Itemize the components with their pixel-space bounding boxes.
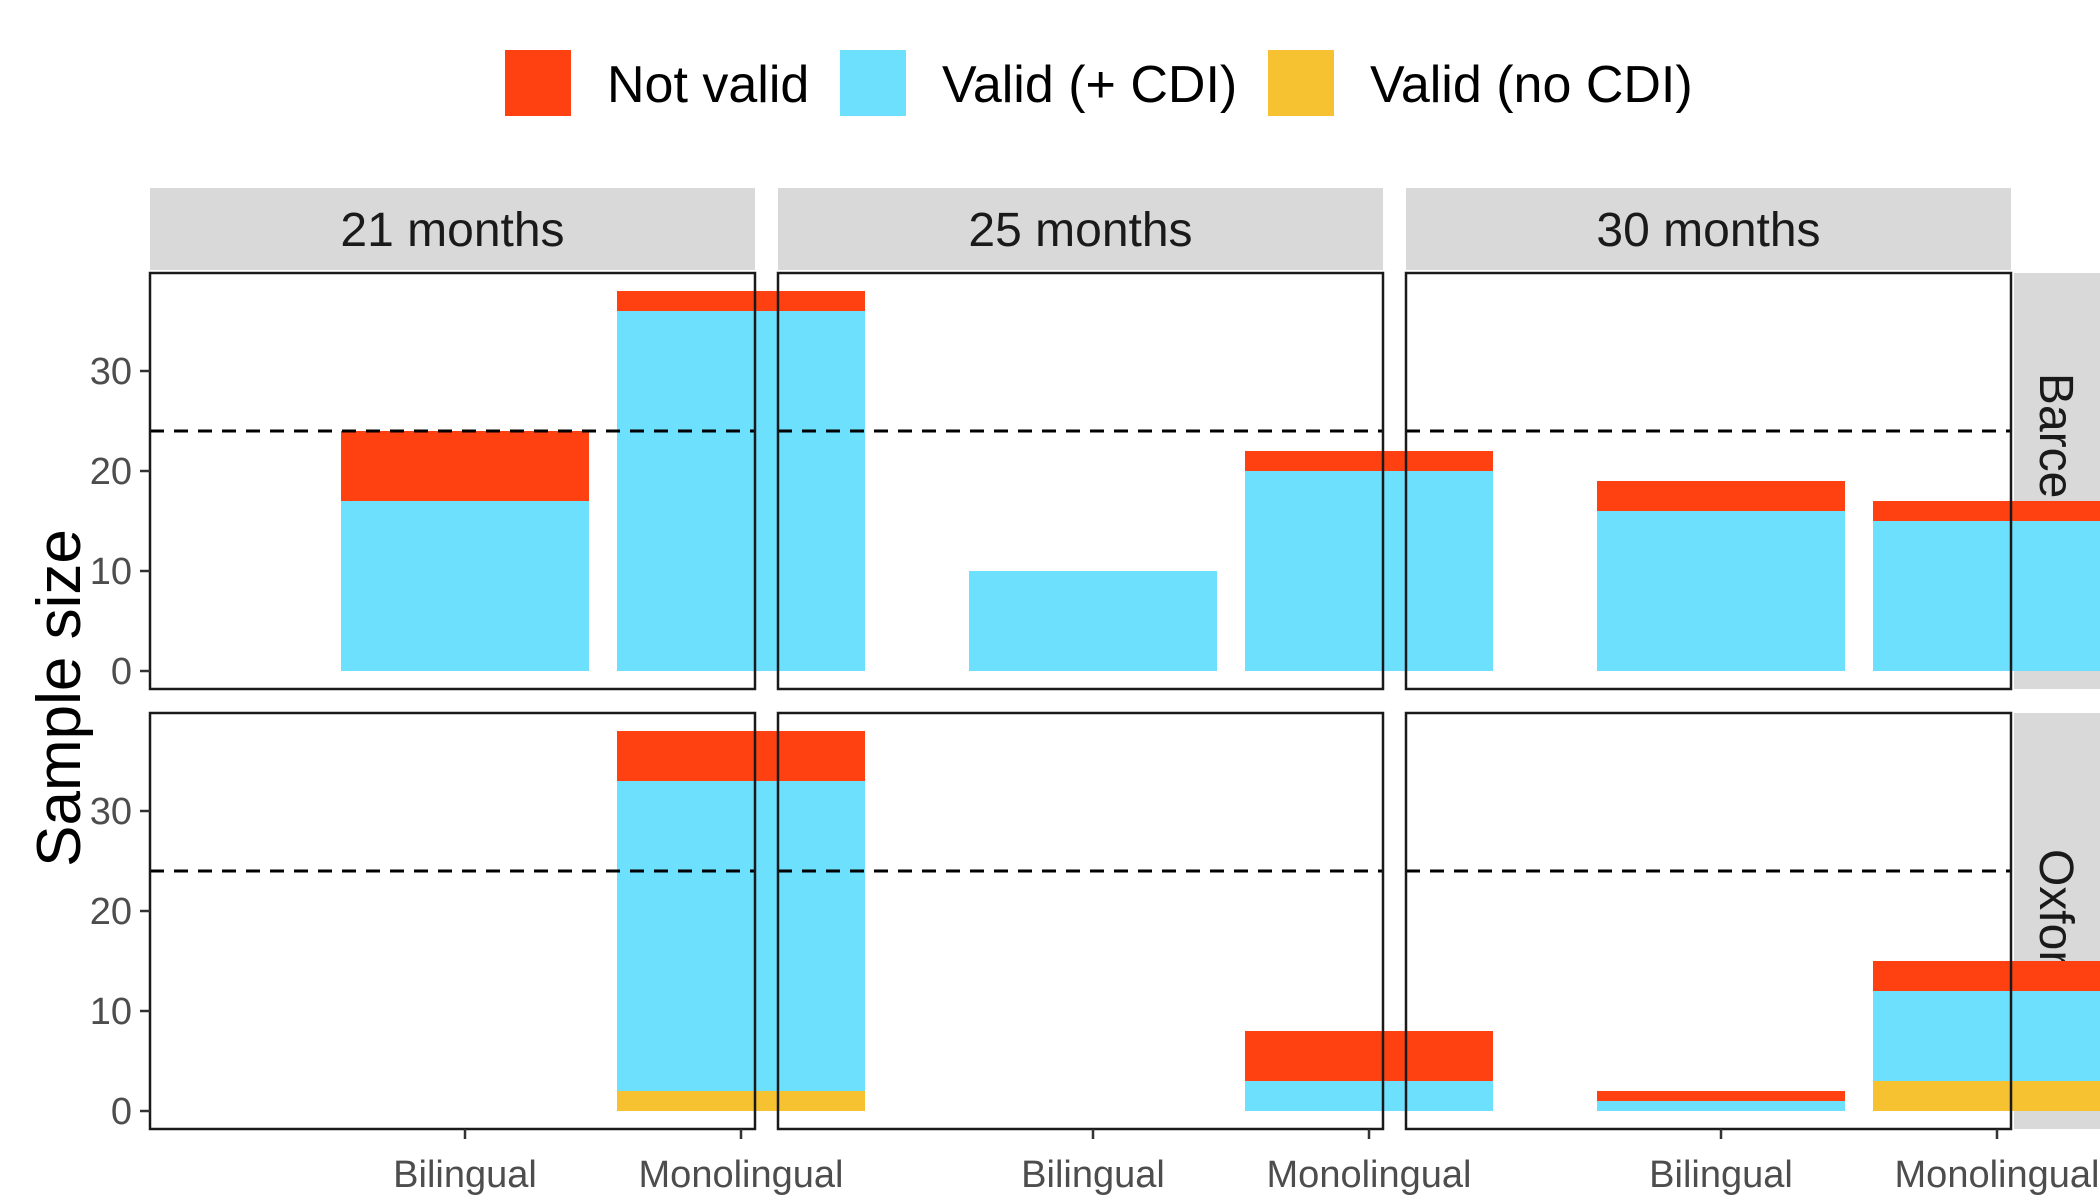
strip-label-30-months: 30 months	[1596, 204, 1820, 257]
bar-oxford-30-months-bilingual-not-valid	[1597, 1091, 1845, 1101]
bar-oxford-21-months-monolingual-not-valid	[617, 731, 865, 781]
x-tick-label-oxford-21-months-monolingual: Monolingual	[639, 1154, 844, 1196]
y-tick-label-oxford-21-months-20: 20	[90, 891, 132, 933]
bar-barcelona-21-months-monolingual-not-valid	[617, 291, 865, 311]
bar-oxford-21-months-monolingual-valid-no-cdi	[617, 1091, 865, 1111]
x-tick-label-oxford-21-months-bilingual: Bilingual	[393, 1154, 537, 1196]
legend-label-not-valid: Not valid	[607, 56, 809, 114]
y-tick-label-barcelona-21-months-20: 20	[90, 451, 132, 493]
panel-border-barcelona-25-months	[776, 271, 1385, 691]
bar-barcelona-30-months-monolingual-not-valid	[1873, 501, 2100, 521]
bar-barcelona-25-months-monolingual-valid-cdi	[1245, 471, 1493, 671]
panel-border-oxford-30-months	[1404, 711, 2013, 1131]
panel-border-oxford-25-months	[776, 711, 1385, 1131]
legend-label-valid-cdi: Valid (+ CDI)	[942, 56, 1237, 114]
panel-barcelona-25-months	[776, 271, 1493, 691]
bar-barcelona-21-months-monolingual-valid-cdi	[617, 311, 865, 671]
bar-oxford-21-months-monolingual-valid-cdi	[617, 781, 865, 1091]
y-tick-label-oxford-21-months-10: 10	[90, 991, 132, 1033]
bar-barcelona-30-months-bilingual-valid-cdi	[1597, 511, 1845, 671]
strip-label-21-months: 21 months	[340, 204, 564, 257]
panel-oxford-25-months: Bilingual Monolingual	[776, 711, 1493, 1196]
strip-label-25-months: 25 months	[968, 204, 1192, 257]
bar-barcelona-25-months-bilingual-valid-cdi	[969, 571, 1217, 671]
bar-oxford-25-months-monolingual-valid-cdi	[1245, 1081, 1493, 1111]
bar-barcelona-21-months-bilingual-not-valid	[341, 431, 589, 501]
bar-oxford-30-months-bilingual-valid-cdi	[1597, 1101, 1845, 1111]
legend-swatch-not-valid	[505, 50, 571, 116]
x-tick-label-oxford-25-months-monolingual: Monolingual	[1267, 1154, 1472, 1196]
legend-label-valid-no-cdi: Valid (no CDI)	[1370, 56, 1693, 114]
strip-bg-30-months	[1406, 188, 2011, 270]
bar-oxford-25-months-monolingual-not-valid	[1245, 1031, 1493, 1081]
panel-border-barcelona-30-months	[1404, 271, 2013, 691]
bar-barcelona-21-months-bilingual-valid-cdi	[341, 501, 589, 671]
legend-swatch-valid-cdi	[840, 50, 906, 116]
panel-barcelona-21-months: 0 10 20 30	[90, 271, 865, 693]
y-tick-label-barcelona-21-months-30: 30	[90, 351, 132, 393]
bar-barcelona-25-months-monolingual-not-valid	[1245, 451, 1493, 471]
bar-oxford-30-months-monolingual-valid-cdi	[1873, 991, 2100, 1081]
x-tick-label-oxford-30-months-bilingual: Bilingual	[1649, 1154, 1793, 1196]
strip-bg-21-months	[150, 188, 755, 270]
y-tick-label-oxford-21-months-30: 30	[90, 791, 132, 833]
panel-border-oxford-21-months	[148, 711, 757, 1131]
legend: Not valid Valid (+ CDI) Valid (no CDI)	[505, 50, 1693, 116]
panel-barcelona-30-months	[1404, 271, 2100, 691]
bar-barcelona-30-months-bilingual-not-valid	[1597, 481, 1845, 511]
panel-border-barcelona-21-months	[148, 271, 757, 691]
strip-bg-25-months	[778, 188, 1383, 270]
y-tick-label-barcelona-21-months-10: 10	[90, 551, 132, 593]
y-axis-title: Sample size	[25, 529, 94, 867]
x-tick-label-oxford-30-months-monolingual: Monolingual	[1895, 1154, 2100, 1196]
legend-swatch-valid-no-cdi	[1268, 50, 1334, 116]
y-tick-label-barcelona-21-months-0: 0	[111, 651, 132, 693]
y-tick-label-oxford-21-months-0: 0	[111, 1091, 132, 1133]
bar-oxford-30-months-monolingual-not-valid	[1873, 961, 2100, 991]
x-tick-label-oxford-25-months-bilingual: Bilingual	[1021, 1154, 1165, 1196]
bar-oxford-30-months-monolingual-valid-no-cdi	[1873, 1081, 2100, 1111]
panel-oxford-21-months: 0 10 20 30 Bilingual Monolingual	[90, 711, 865, 1196]
bar-barcelona-30-months-monolingual-valid-cdi	[1873, 521, 2100, 671]
panel-oxford-30-months: Bilingual Monolingual	[1404, 711, 2100, 1196]
